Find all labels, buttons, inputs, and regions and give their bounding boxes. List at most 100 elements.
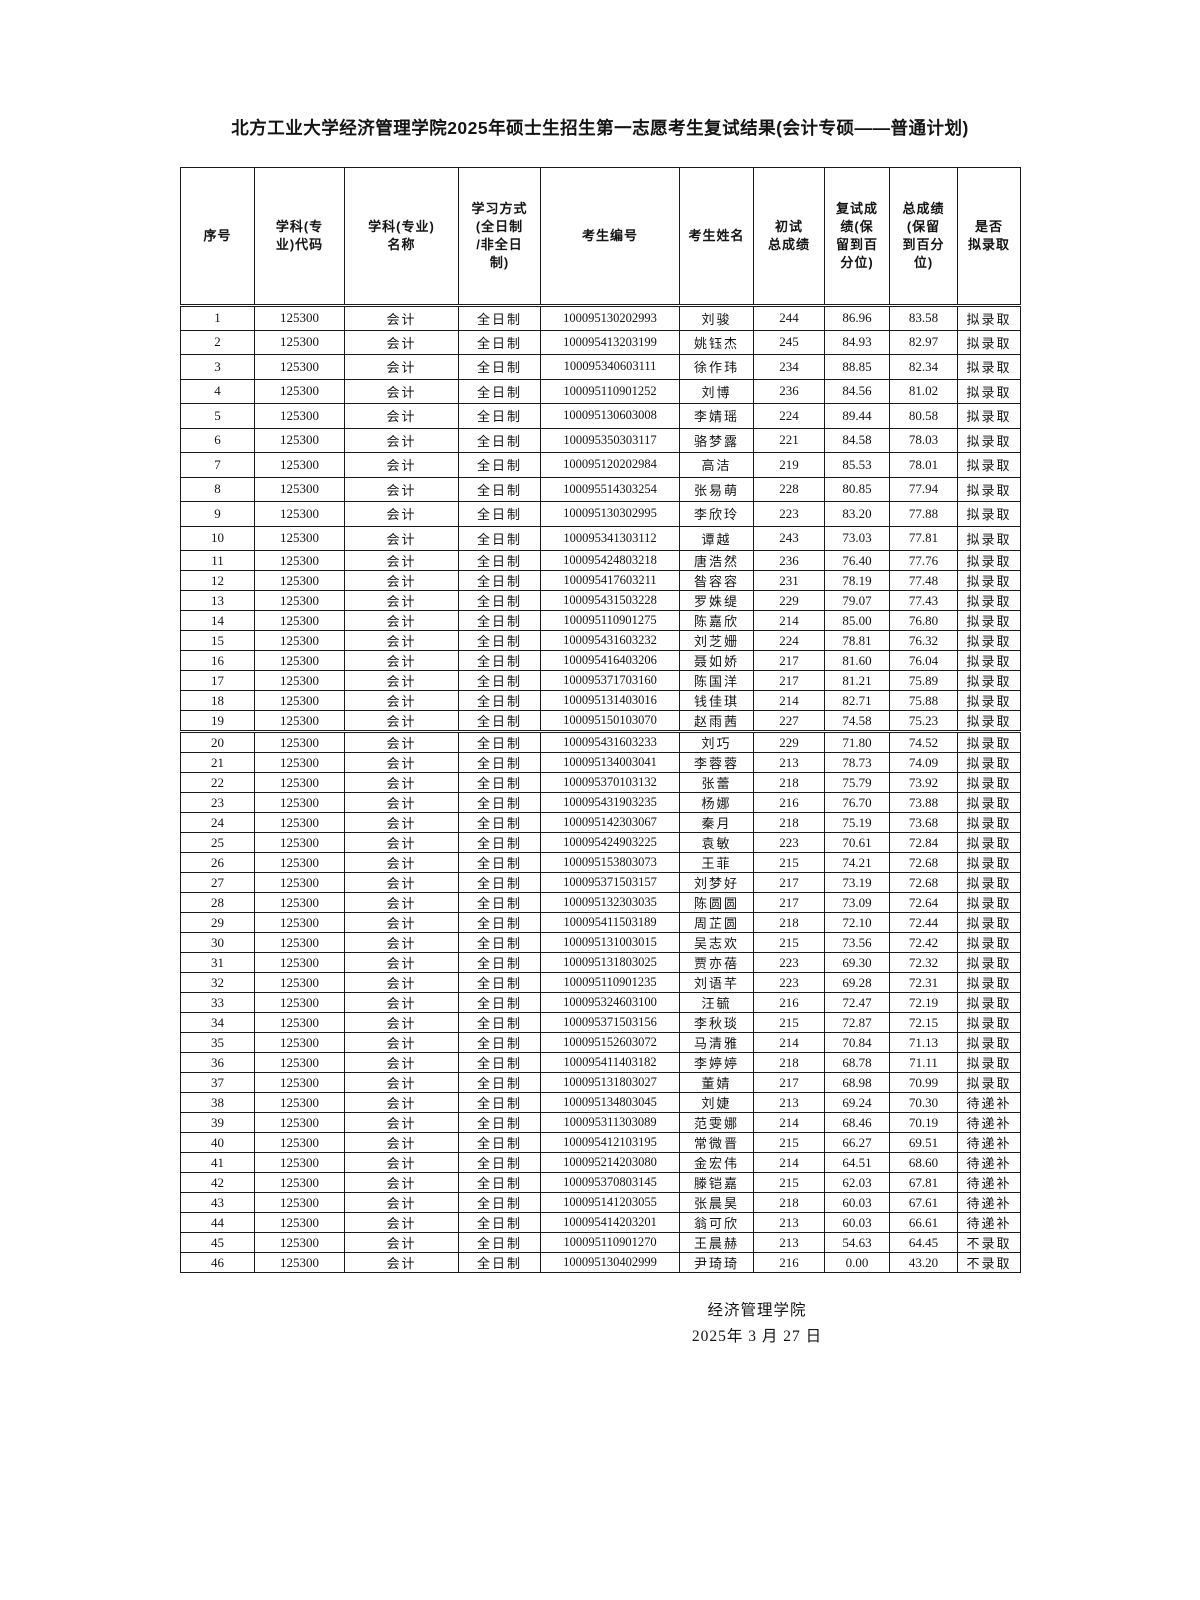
cell-major-name: 会计 bbox=[344, 1172, 459, 1193]
cell-major-name: 会计 bbox=[344, 1052, 459, 1073]
cell-major-code: 125300 bbox=[254, 630, 345, 651]
cell-major-code: 125300 bbox=[254, 752, 345, 773]
cell-major-name: 会计 bbox=[344, 1012, 459, 1033]
cell-admission-status: 待递补 bbox=[957, 1152, 1021, 1173]
cell-retest-score: 84.56 bbox=[824, 378, 890, 404]
cell-admission-status: 拟录取 bbox=[957, 731, 1021, 753]
cell-candidate-id: 100095142303067 bbox=[540, 812, 680, 833]
cell-major-name: 会计 bbox=[344, 1092, 459, 1113]
cell-retest-score: 78.73 bbox=[824, 752, 890, 773]
cell-total-score: 81.02 bbox=[889, 378, 958, 404]
cell-retest-score: 88.85 bbox=[824, 354, 890, 380]
cell-candidate-name: 袁敏 bbox=[679, 832, 754, 853]
cell-initial-score: 236 bbox=[753, 378, 825, 404]
cell-index: 26 bbox=[180, 852, 255, 873]
cell-total-score: 78.03 bbox=[889, 427, 958, 453]
cell-retest-score: 62.03 bbox=[824, 1172, 890, 1193]
cell-study-mode: 全日制 bbox=[458, 670, 541, 691]
cell-major-code: 125300 bbox=[254, 670, 345, 691]
cell-major-code: 125300 bbox=[254, 952, 345, 973]
cell-initial-score: 213 bbox=[753, 752, 825, 773]
cell-index: 5 bbox=[180, 403, 255, 429]
table-row: 42 125300 会计 全日制 100095370803145 滕铠嘉 215… bbox=[180, 1172, 1021, 1193]
cell-major-name: 会计 bbox=[344, 752, 459, 773]
cell-admission-status: 拟录取 bbox=[957, 378, 1021, 404]
table-row: 23 125300 会计 全日制 100095431903235 杨娜 216 … bbox=[180, 792, 1021, 813]
cell-retest-score: 89.44 bbox=[824, 403, 890, 429]
cell-candidate-id: 100095371503156 bbox=[540, 1012, 680, 1033]
cell-initial-score: 214 bbox=[753, 610, 825, 631]
cell-candidate-name: 陈嘉欣 bbox=[679, 610, 754, 631]
cell-total-score: 76.80 bbox=[889, 610, 958, 631]
cell-admission-status: 拟录取 bbox=[957, 772, 1021, 793]
cell-initial-score: 217 bbox=[753, 1072, 825, 1093]
cell-candidate-name: 周芷圆 bbox=[679, 912, 754, 933]
cell-index: 11 bbox=[180, 550, 255, 571]
cell-index: 6 bbox=[180, 427, 255, 453]
table-row: 28 125300 会计 全日制 100095132303035 陈圆圆 217… bbox=[180, 892, 1021, 913]
cell-major-name: 会计 bbox=[344, 1252, 459, 1273]
cell-index: 3 bbox=[180, 354, 255, 380]
cell-candidate-name: 陈圆圆 bbox=[679, 892, 754, 913]
cell-candidate-id: 100095130202993 bbox=[540, 305, 680, 331]
cell-initial-score: 218 bbox=[753, 812, 825, 833]
cell-initial-score: 227 bbox=[753, 710, 825, 733]
table-row: 2 125300 会计 全日制 100095413203199 姚钰杰 245 … bbox=[180, 329, 1021, 355]
cell-candidate-name: 李蓉蓉 bbox=[679, 752, 754, 773]
cell-admission-status: 不录取 bbox=[957, 1232, 1021, 1253]
cell-study-mode: 全日制 bbox=[458, 550, 541, 571]
cell-total-score: 77.76 bbox=[889, 550, 958, 571]
table-row: 20 125300 会计 全日制 100095431603233 刘巧 229 … bbox=[180, 731, 1021, 753]
cell-study-mode: 全日制 bbox=[458, 427, 541, 453]
cell-initial-score: 213 bbox=[753, 1212, 825, 1233]
cell-major-name: 会计 bbox=[344, 610, 459, 631]
table-row: 41 125300 会计 全日制 100095214203080 金宏伟 214… bbox=[180, 1152, 1021, 1173]
cell-study-mode: 全日制 bbox=[458, 852, 541, 873]
cell-major-code: 125300 bbox=[254, 792, 345, 813]
cell-index: 18 bbox=[180, 690, 255, 711]
cell-total-score: 75.89 bbox=[889, 670, 958, 691]
cell-retest-score: 76.40 bbox=[824, 550, 890, 571]
cell-admission-status: 拟录取 bbox=[957, 670, 1021, 691]
cell-index: 32 bbox=[180, 972, 255, 993]
table-row: 15 125300 会计 全日制 100095431603232 刘芝姗 224… bbox=[180, 630, 1021, 651]
cell-study-mode: 全日制 bbox=[458, 305, 541, 331]
cell-initial-score: 216 bbox=[753, 992, 825, 1013]
cell-total-score: 64.45 bbox=[889, 1232, 958, 1253]
column-header-total-score: 总成绩 (保留 到百分 位) bbox=[889, 167, 958, 307]
cell-major-name: 会计 bbox=[344, 1192, 459, 1213]
cell-retest-score: 85.53 bbox=[824, 452, 890, 478]
cell-candidate-name: 吴志欢 bbox=[679, 932, 754, 953]
table-row: 5 125300 会计 全日制 100095130603008 李婧瑶 224 … bbox=[180, 403, 1021, 429]
cell-study-mode: 全日制 bbox=[458, 952, 541, 973]
table-row: 18 125300 会计 全日制 100095131403016 钱佳琪 214… bbox=[180, 690, 1021, 711]
cell-index: 37 bbox=[180, 1072, 255, 1093]
cell-study-mode: 全日制 bbox=[458, 1152, 541, 1173]
header-row: 序号 学科(专 业)代码 学科(专业) 名称 学习方式 (全日制 /非全日 制)… bbox=[180, 167, 1021, 307]
cell-retest-score: 80.85 bbox=[824, 476, 890, 502]
cell-study-mode: 全日制 bbox=[458, 476, 541, 502]
cell-retest-score: 74.58 bbox=[824, 710, 890, 733]
cell-candidate-id: 100095153803073 bbox=[540, 852, 680, 873]
cell-admission-status: 不录取 bbox=[957, 1252, 1021, 1273]
cell-candidate-name: 徐作玮 bbox=[679, 354, 754, 380]
cell-retest-score: 66.27 bbox=[824, 1132, 890, 1153]
cell-total-score: 70.19 bbox=[889, 1112, 958, 1133]
cell-major-name: 会计 bbox=[344, 570, 459, 591]
cell-study-mode: 全日制 bbox=[458, 1132, 541, 1153]
column-header-major-name: 学科(专业) 名称 bbox=[344, 167, 459, 307]
cell-candidate-name: 昝容容 bbox=[679, 570, 754, 591]
table-row: 10 125300 会计 全日制 100095341303112 谭越 243 … bbox=[180, 525, 1021, 551]
results-table-body: 1 125300 会计 全日制 100095130202993 刘骏 244 8… bbox=[180, 305, 1021, 1273]
cell-index: 30 bbox=[180, 932, 255, 953]
cell-major-code: 125300 bbox=[254, 476, 345, 502]
results-table: 序号 学科(专 业)代码 学科(专业) 名称 学习方式 (全日制 /非全日 制)… bbox=[180, 167, 1021, 1273]
cell-major-code: 125300 bbox=[254, 1072, 345, 1093]
cell-index: 24 bbox=[180, 812, 255, 833]
cell-major-code: 125300 bbox=[254, 329, 345, 355]
cell-study-mode: 全日制 bbox=[458, 329, 541, 355]
cell-major-name: 会计 bbox=[344, 912, 459, 933]
cell-major-name: 会计 bbox=[344, 1212, 459, 1233]
cell-major-code: 125300 bbox=[254, 892, 345, 913]
cell-admission-status: 拟录取 bbox=[957, 972, 1021, 993]
